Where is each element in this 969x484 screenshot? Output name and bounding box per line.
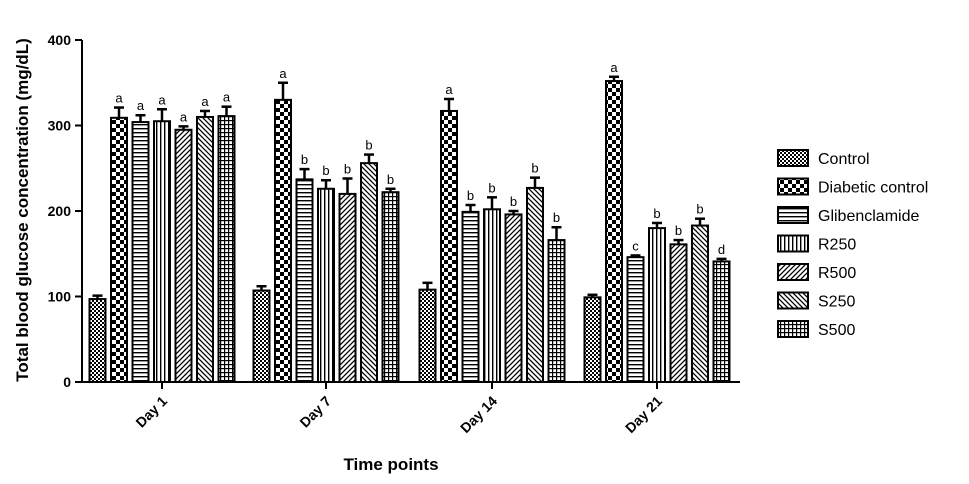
legend-label: R500 — [818, 265, 856, 282]
bar-s500-day-1 — [217, 115, 236, 383]
bar-s500-day-21 — [712, 260, 731, 384]
significance-label: a — [279, 66, 287, 81]
legend-swatch — [777, 234, 809, 253]
legend-label: Control — [818, 151, 870, 168]
significance-label: d — [718, 242, 725, 257]
legend-swatch — [777, 206, 809, 224]
bar-r250-day-14 — [483, 208, 501, 383]
bar-s250-day-21 — [691, 224, 709, 383]
bar-s250-day-7 — [360, 162, 378, 383]
significance-label: b — [675, 223, 682, 238]
bar-control-day-14 — [418, 288, 437, 383]
legend-swatch — [777, 291, 809, 310]
bar-r250-day-1 — [153, 120, 171, 383]
significance-label: a — [115, 91, 123, 106]
bar-s250-day-14 — [526, 186, 544, 383]
x-tick-label: Day 21 — [622, 393, 665, 436]
y-tick-label: 0 — [63, 374, 71, 390]
legend-swatch — [777, 320, 809, 338]
y-tick-label: 400 — [48, 32, 72, 48]
legend-item: S500 — [777, 320, 855, 339]
significance-label: b — [344, 162, 351, 177]
bar-glibenclamide-day-7 — [295, 178, 314, 383]
bar-r500-day-1 — [174, 128, 193, 383]
significance-label: a — [445, 82, 453, 97]
significance-label: b — [531, 161, 538, 176]
bar-r500-day-21 — [669, 243, 688, 383]
legend-item: Control — [777, 149, 870, 168]
bar-s500-day-7 — [381, 191, 400, 383]
bar-r500-day-14 — [504, 213, 523, 383]
x-tick-label: Day 14 — [457, 393, 500, 436]
legend-swatch — [777, 263, 809, 281]
legend-item: R250 — [777, 234, 856, 254]
significance-label: a — [158, 92, 166, 107]
significance-label: c — [632, 238, 639, 253]
bar-glibenclamide-day-21 — [626, 256, 645, 384]
legend-item: Diabetic control — [777, 177, 928, 197]
significance-label: b — [301, 152, 308, 167]
bar-r250-day-21 — [648, 227, 666, 383]
x-tick-label: Day 1 — [132, 393, 170, 431]
significance-label: b — [553, 210, 560, 225]
bar-control-day-21 — [583, 296, 602, 384]
legend-label: S500 — [818, 322, 855, 339]
significance-label: a — [610, 60, 618, 75]
significance-label: a — [137, 98, 145, 113]
significance-label: a — [223, 90, 231, 105]
legend-swatch — [777, 149, 809, 167]
significance-label: a — [201, 94, 209, 109]
significance-label: b — [467, 188, 474, 203]
significance-label: b — [365, 138, 372, 153]
y-tick-label: 200 — [48, 203, 72, 219]
legend-item: S250 — [777, 291, 855, 311]
significance-label: b — [696, 202, 703, 217]
bar-s500-day-14 — [547, 239, 566, 383]
x-axis: Day 1 Day 7 Day 14 Day 21 — [82, 381, 740, 436]
y-tick-label: 300 — [48, 118, 72, 134]
y-tick-label: 100 — [48, 289, 72, 305]
bar-diabetic-control-day-7 — [274, 98, 292, 383]
legend-label: R250 — [818, 237, 856, 254]
significance-label: b — [510, 194, 517, 209]
bar-glibenclamide-day-1 — [131, 121, 150, 384]
legend-item: Glibenclamide — [777, 206, 919, 225]
legend-item: R500 — [777, 263, 856, 282]
bar-s250-day-1 — [196, 115, 214, 383]
legend-label: Glibenclamide — [818, 208, 919, 225]
significance-label: b — [387, 172, 394, 187]
significance-label: b — [322, 163, 329, 178]
legend-swatch — [777, 177, 809, 196]
bar-control-day-1 — [88, 298, 107, 383]
x-tick-label: Day 7 — [296, 393, 334, 431]
x-axis-title: Time points — [343, 455, 438, 474]
bar-r250-day-7 — [317, 187, 335, 383]
bar-diabetic-control-day-1 — [110, 116, 128, 384]
y-axis-title: Total blood glucose concentration (mg/dL… — [13, 38, 32, 381]
bar-control-day-7 — [252, 289, 271, 384]
bar-diabetic-control-day-14 — [440, 109, 458, 383]
legend: Control Diabetic control Glibenclamide R250… — [777, 149, 928, 339]
bar-glibenclamide-day-14 — [461, 210, 480, 383]
y-axis: 0 100 200 300 400 — [48, 32, 83, 390]
significance-label: b — [653, 206, 660, 221]
legend-label: S250 — [818, 294, 855, 311]
significance-label: b — [488, 180, 495, 195]
bar-diabetic-control-day-21 — [605, 80, 623, 383]
significance-label: a — [180, 109, 188, 124]
legend-label: Diabetic control — [818, 180, 928, 197]
bar-r500-day-7 — [338, 192, 357, 383]
